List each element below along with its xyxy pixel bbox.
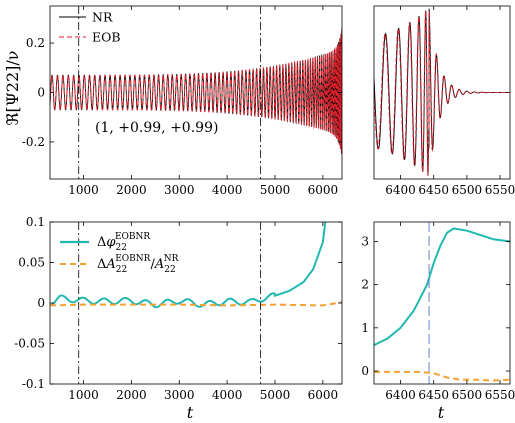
x-tick-label: 6450 bbox=[418, 183, 449, 197]
x-tick-label: 2000 bbox=[116, 183, 147, 197]
x-tick-label: 6500 bbox=[452, 388, 483, 402]
x-tick-label: 6450 bbox=[418, 388, 449, 402]
y-tick-label: -0.2 bbox=[22, 135, 45, 149]
panel-top-right: 6400 6450 6500 6550 bbox=[373, 5, 515, 197]
legend-label-damp: ΔA22EOBNR/A22NR bbox=[97, 254, 179, 275]
legend-label-nr: NR bbox=[92, 10, 113, 25]
y-tick-label: 0 bbox=[37, 86, 45, 100]
legend-label-dphi: Δφ22EOBNR bbox=[97, 232, 150, 253]
damp-line bbox=[374, 370, 510, 382]
legend-bottom: Δφ22EOBNR ΔA22EOBNR/A22NR bbox=[60, 232, 179, 275]
y-tick-label: 0.05 bbox=[18, 256, 45, 270]
y-tick-label: 0.1 bbox=[26, 215, 45, 229]
panel-bottom-left: 1000 2000 3000 4000 5000 6000 -0.1 -0.05 0 0.05 0.… bbox=[14, 215, 343, 402]
x-tick-label: 2000 bbox=[116, 388, 147, 402]
y-tick-label: 2 bbox=[361, 278, 369, 292]
panel-top-left: 1000 2000 3000 4000 5000 6000 -0.2 0 0.2 bbox=[22, 5, 343, 197]
x-tick-label: 5000 bbox=[260, 183, 291, 197]
x-tick-label: 6400 bbox=[385, 183, 416, 197]
dphi-line bbox=[50, 222, 327, 309]
y-tick-label: -0.1 bbox=[22, 377, 45, 391]
legend-top: NR EOB bbox=[59, 10, 121, 45]
plot-frame bbox=[373, 5, 511, 180]
x-tick-label: 3000 bbox=[164, 388, 195, 402]
x-axis-label-bottom-left: t bbox=[187, 403, 194, 422]
damp-line bbox=[50, 301, 342, 307]
y-tick-label: 0 bbox=[361, 364, 369, 378]
x-tick-label: 6400 bbox=[385, 388, 416, 402]
panel-bottom-right: 6400 6450 6500 6550 0 1 2 3 bbox=[361, 221, 515, 402]
y-tick-label: 3 bbox=[361, 234, 369, 248]
y-axis-label-top: ℜ[Ψ22]/ν bbox=[3, 50, 22, 125]
y-tick-label: 0.2 bbox=[26, 36, 45, 50]
eob-waveform-line bbox=[50, 28, 342, 154]
y-tick-label: 0 bbox=[37, 296, 45, 310]
x-tick-label: 6500 bbox=[452, 183, 483, 197]
x-tick-label: 6550 bbox=[485, 388, 515, 402]
dphi-line bbox=[374, 227, 510, 347]
x-tick-label: 4000 bbox=[212, 183, 243, 197]
configuration-annotation: (1, +0.99, +0.99) bbox=[95, 120, 218, 136]
x-tick-label: 1000 bbox=[68, 183, 99, 197]
x-tick-label: 6550 bbox=[485, 183, 515, 197]
x-tick-label: 5000 bbox=[260, 388, 291, 402]
x-tick-label: 1000 bbox=[68, 388, 99, 402]
y-tick-label: -0.05 bbox=[14, 337, 45, 351]
plot-frame bbox=[373, 221, 511, 385]
eob-waveform-line bbox=[374, 9, 510, 176]
x-tick-label: 3000 bbox=[164, 183, 195, 197]
x-axis-label-bottom-right: t bbox=[438, 403, 445, 422]
x-tick-label: 6000 bbox=[308, 388, 339, 402]
y-tick-label: 1 bbox=[361, 321, 369, 335]
legend-label-eob: EOB bbox=[92, 30, 121, 45]
x-tick-label: 4000 bbox=[212, 388, 243, 402]
x-tick-label: 6000 bbox=[308, 183, 339, 197]
